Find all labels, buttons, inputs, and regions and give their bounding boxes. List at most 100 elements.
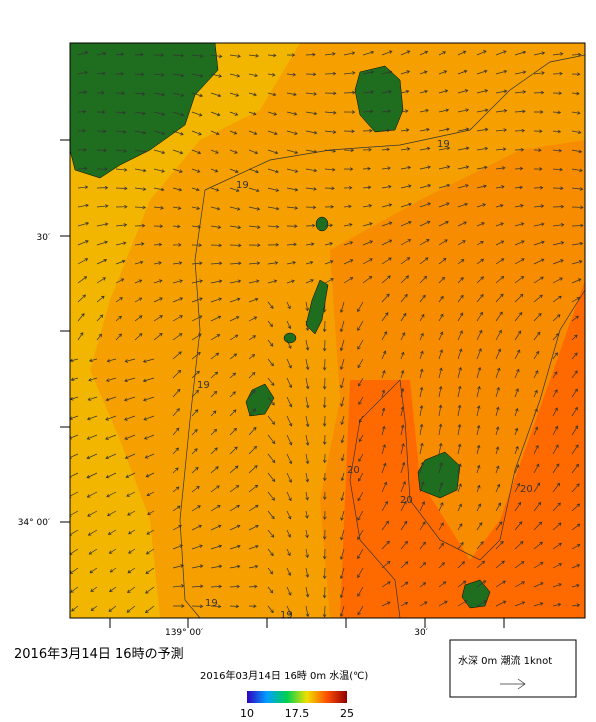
current-arrow: [106, 491, 117, 498]
current-arrow: [77, 258, 89, 265]
current-arrow: [400, 540, 408, 550]
current-arrow: [381, 462, 387, 474]
current-arrow: [86, 434, 98, 440]
current-arrow: [305, 529, 309, 539]
current-arrow: [419, 127, 430, 132]
current-arrow: [322, 472, 327, 482]
current-arrow: [419, 350, 424, 360]
y-axis-label: 30′: [37, 233, 51, 243]
current-arrow: [248, 604, 257, 609]
current-arrow: [153, 297, 163, 303]
current-arrow: [286, 206, 299, 210]
current-arrow: [552, 371, 558, 379]
current-arrow: [322, 396, 327, 409]
current-arrow: [357, 491, 364, 502]
current-arrow: [172, 584, 185, 588]
current-arrow: [109, 567, 117, 573]
current-arrow: [419, 239, 430, 246]
current-arrow: [134, 242, 145, 246]
current-arrow: [419, 313, 425, 322]
current-arrow: [476, 203, 486, 208]
current-arrow: [105, 377, 117, 382]
current-arrow: [267, 53, 277, 58]
current-arrow: [362, 147, 372, 152]
current-arrow: [145, 548, 155, 555]
current-arrow: [108, 605, 117, 612]
current-arrow: [229, 372, 237, 379]
current-arrow: [286, 320, 292, 330]
current-arrow: [96, 333, 102, 341]
current-arrow: [533, 482, 541, 493]
current-arrow: [381, 147, 390, 152]
current-arrow: [286, 339, 292, 349]
current-arrow: [495, 502, 502, 512]
current-arrow: [457, 385, 462, 398]
current-arrow: [248, 297, 259, 303]
current-arrow: [438, 404, 443, 417]
current-arrow: [495, 446, 500, 455]
current-arrow: [126, 605, 136, 613]
current-arrow: [143, 415, 155, 421]
current-arrow: [153, 279, 163, 284]
current-arrow: [324, 149, 337, 153]
current-arrow: [552, 542, 563, 550]
current-arrow: [495, 222, 504, 227]
current-arrow: [286, 301, 291, 310]
current-arrow: [134, 297, 143, 303]
current-arrow: [77, 147, 87, 152]
current-arrow: [419, 521, 426, 531]
current-arrow: [552, 204, 565, 209]
current-arrow: [145, 567, 155, 574]
current-arrow: [400, 275, 410, 284]
current-arrow: [533, 501, 542, 512]
current-arrow: [324, 242, 334, 246]
current-arrow: [77, 294, 86, 303]
current-arrow: [324, 110, 337, 115]
current-arrow: [438, 600, 448, 607]
current-arrow: [322, 605, 327, 618]
current-arrow: [552, 91, 563, 96]
current-arrow: [107, 510, 117, 517]
current-arrow: [248, 372, 256, 379]
current-arrow: [229, 111, 239, 116]
current-arrow: [305, 111, 318, 116]
current-arrow: [343, 110, 356, 114]
current-arrow: [552, 444, 559, 455]
current-arrow: [324, 278, 334, 284]
current-arrow: [267, 415, 276, 425]
current-arrow: [305, 223, 316, 228]
current-arrow: [267, 605, 274, 614]
current-arrow: [495, 69, 508, 75]
current-arrow: [514, 147, 525, 152]
current-arrow: [77, 221, 90, 227]
current-arrow: [147, 510, 155, 515]
current-arrow: [305, 130, 318, 135]
current-arrow: [286, 242, 297, 247]
current-arrow: [267, 548, 274, 557]
current-arrow: [457, 127, 470, 132]
current-arrow: [457, 330, 463, 341]
current-arrow: [476, 293, 484, 303]
current-arrow: [134, 279, 143, 284]
current-arrow: [476, 184, 487, 189]
current-arrow: [248, 92, 257, 97]
current-arrow: [362, 128, 373, 133]
current-arrow: [89, 358, 98, 363]
current-arrow: [514, 541, 524, 550]
current-arrow: [267, 491, 275, 501]
current-arrow: [229, 149, 238, 154]
current-arrow: [127, 567, 136, 574]
current-arrow: [77, 128, 86, 133]
current-arrow: [495, 465, 500, 474]
current-arrow: [362, 240, 373, 246]
current-arrow: [172, 369, 182, 379]
current-arrow: [457, 423, 462, 436]
current-arrow: [124, 415, 136, 421]
current-arrow: [495, 600, 507, 607]
current-arrow: [229, 584, 241, 589]
sea-cool: [70, 43, 300, 618]
current-arrow: [286, 260, 296, 265]
current-arrow: [476, 146, 489, 151]
current-arrows: 19 19 19 19 19 20 20 20: [70, 50, 584, 618]
current-arrow: [571, 278, 582, 284]
